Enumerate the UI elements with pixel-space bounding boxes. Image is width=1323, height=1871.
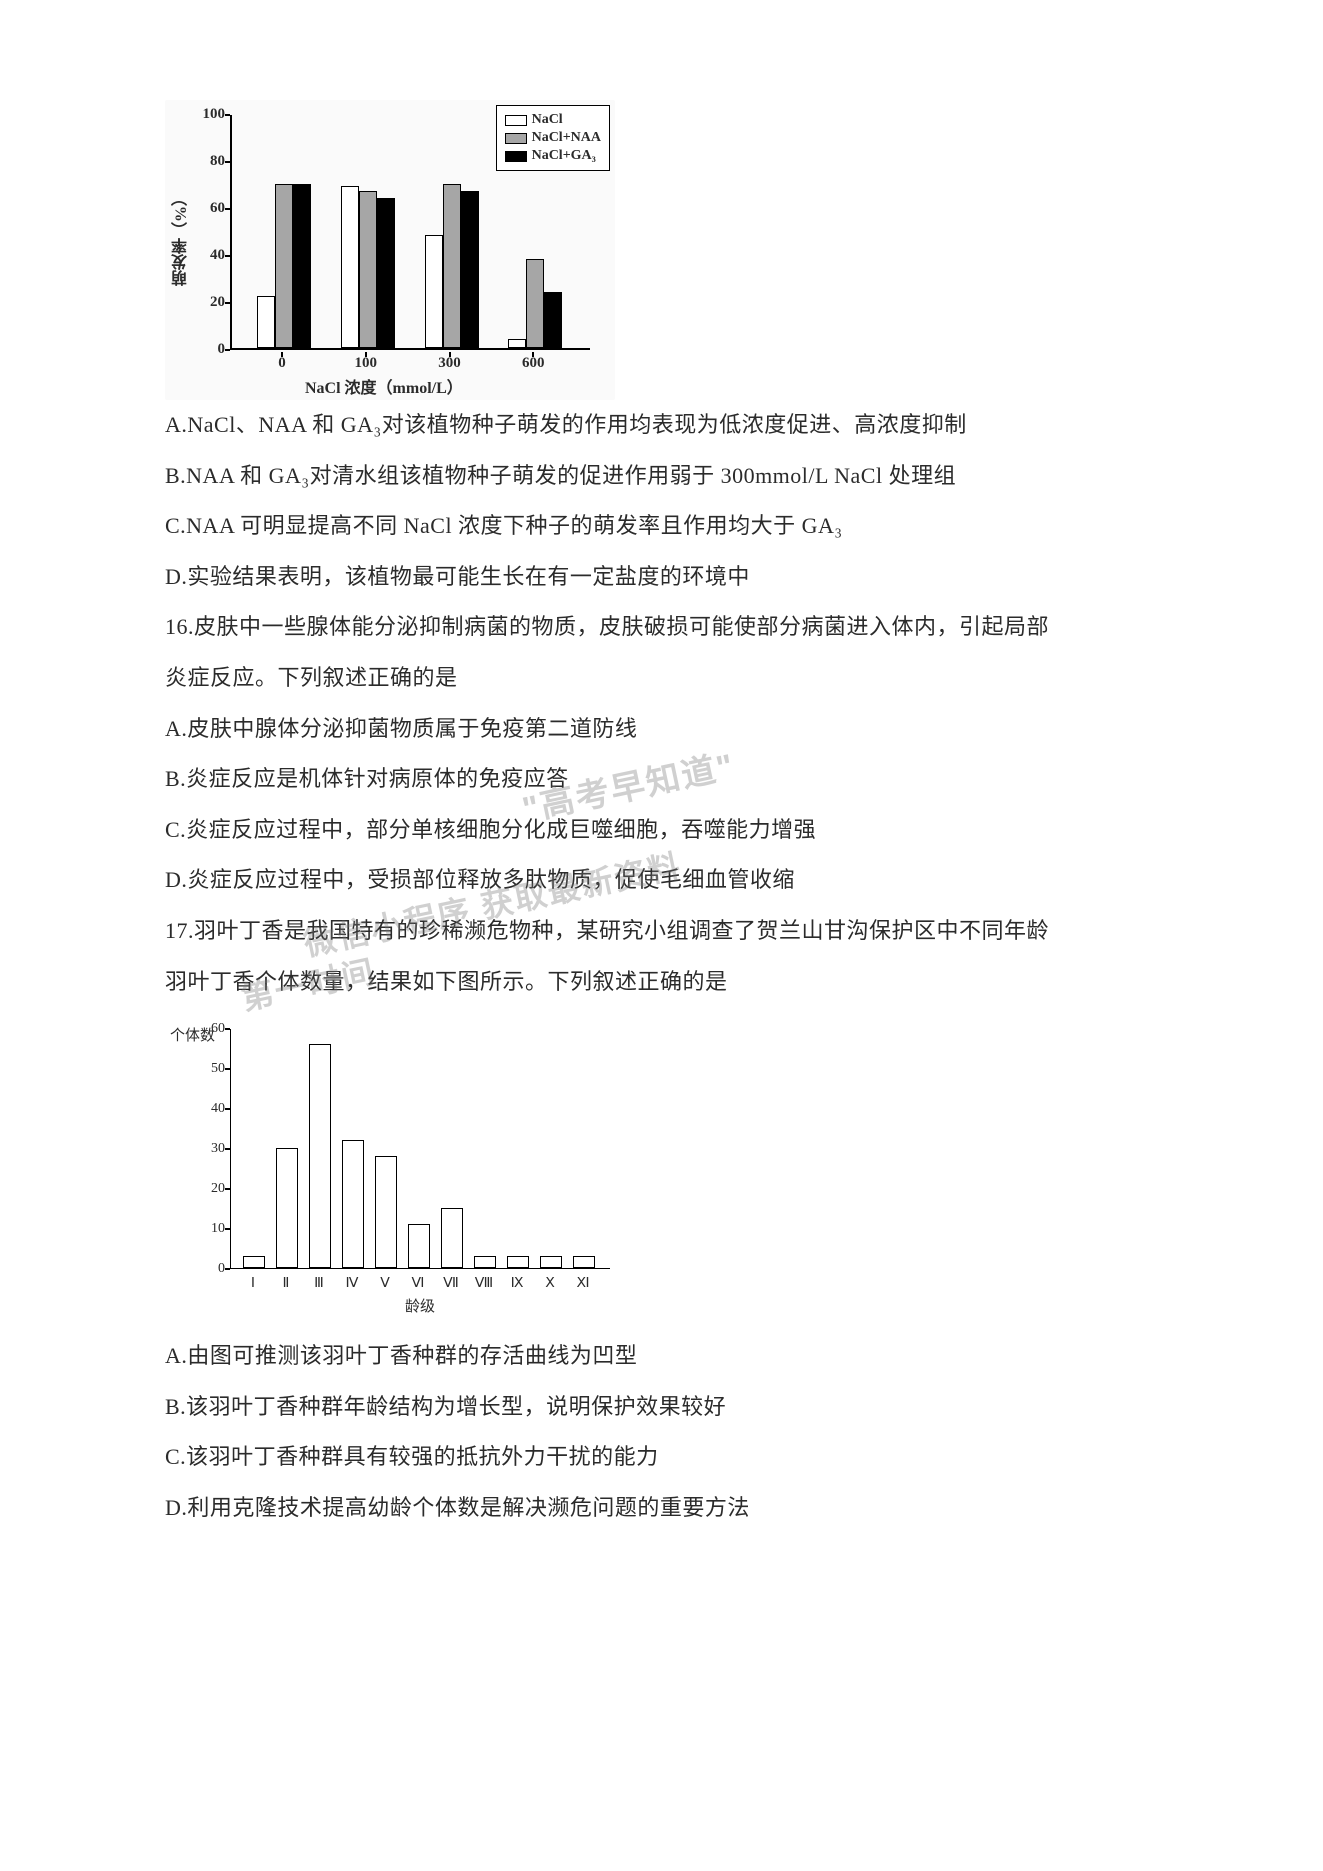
chart1-ytick: 40 <box>200 247 225 264</box>
chart2-xtick: Ⅳ <box>346 1275 359 1292</box>
chart1-bar <box>275 184 293 349</box>
chart2-xtick: Ⅹ <box>545 1275 555 1292</box>
chart2-bar <box>408 1224 430 1268</box>
q17-option-d: D.利用克隆技术提高幼龄个体数是解决濒危问题的重要方法 <box>165 1483 1158 1534</box>
chart2-bar <box>573 1256 595 1268</box>
chart2-bar <box>243 1256 265 1268</box>
question-16: 16.皮肤中一些腺体能分泌抑制病菌的物质，皮肤破损可能使部分病菌进入体内，引起局… <box>165 602 1158 906</box>
chart1-legend-row: NaCl+NAA <box>505 130 601 146</box>
chart1-ytick: 60 <box>200 200 225 217</box>
chart2-bar <box>342 1140 364 1268</box>
chart2-ytick: 20 <box>200 1181 225 1197</box>
chart1-bar <box>425 235 443 348</box>
chart2-bar <box>375 1156 397 1268</box>
legend-swatch <box>505 151 527 162</box>
chart1-ytick: 80 <box>200 153 225 170</box>
chart1-bar <box>544 292 562 348</box>
chart2-xtick: Ⅶ <box>443 1275 459 1292</box>
question-17-options: A.由图可推测该羽叶丁香种群的存活曲线为凹型 B.该羽叶丁香种群年龄结构为增长型… <box>165 1331 1158 1533</box>
chart1-ylabel: 萌发率（%） <box>170 190 194 286</box>
chart1-legend: NaCl NaCl+NAA NaCl+GA₃ <box>496 105 610 171</box>
chart1-xtick: 600 <box>522 355 545 372</box>
chart2-xtick: Ⅱ <box>283 1275 290 1292</box>
chart2-ytick: 60 <box>200 1021 225 1037</box>
chart1-xtick: 100 <box>355 355 378 372</box>
chart2-xtick: Ⅰ <box>251 1275 255 1292</box>
chart1-legend-row: NaCl+GA₃ <box>505 148 601 164</box>
chart1-ytick: 100 <box>200 106 225 123</box>
chart1-bar <box>526 259 544 348</box>
germination-rate-chart: 萌发率（%） NaCl 浓度（mmol/L） NaCl NaCl+NAA NaCl+… <box>165 100 615 400</box>
chart2-xtick: Ⅺ <box>576 1275 589 1292</box>
legend-swatch <box>505 133 527 144</box>
chart2-bar <box>441 1208 463 1268</box>
legend-swatch <box>505 115 527 126</box>
q15-option-d: D.实验结果表明，该植物最可能生长在有一定盐度的环境中 <box>165 552 1158 603</box>
question-17-stem: 17.羽叶丁香是我国特有的珍稀濒危物种，某研究小组调查了贺兰山甘沟保护区中不同年… <box>165 906 1158 1007</box>
chart1-xlabel: NaCl 浓度（mmol/L） <box>305 374 463 398</box>
chart2-bar <box>540 1256 562 1268</box>
chart1-bar <box>508 339 526 348</box>
chart2-plot-area <box>230 1029 610 1269</box>
q16-stem-2: 炎症反应。下列叙述正确的是 <box>165 653 1158 704</box>
q17-stem-2: 羽叶丁香个体数量，结果如下图所示。下列叙述正确的是 <box>165 957 1158 1008</box>
chart1-bar <box>377 198 395 348</box>
chart1-bar <box>359 191 377 348</box>
chart1-bar <box>341 186 359 348</box>
chart2-ytick: 30 <box>200 1141 225 1157</box>
chart1-xtick: 0 <box>278 355 286 372</box>
q17-option-a: A.由图可推测该羽叶丁香种群的存活曲线为凹型 <box>165 1331 1158 1382</box>
chart2-xtick: Ⅲ <box>314 1275 324 1292</box>
chart1-xtick: 300 <box>438 355 461 372</box>
chart1-bar <box>293 184 311 349</box>
chart2-ytick: 40 <box>200 1101 225 1117</box>
q16-stem-1: 16.皮肤中一些腺体能分泌抑制病菌的物质，皮肤破损可能使部分病菌进入体内，引起局… <box>165 602 1158 653</box>
q17-stem-1: 17.羽叶丁香是我国特有的珍稀濒危物种，某研究小组调查了贺兰山甘沟保护区中不同年… <box>165 906 1158 957</box>
chart2-xtick: Ⅷ <box>475 1275 493 1292</box>
legend-label: NaCl <box>532 112 563 128</box>
chart2-bar <box>507 1256 529 1268</box>
q16-option-b: B.炎症反应是机体针对病原体的免疫应答 <box>165 754 1158 805</box>
chart1-bar <box>443 184 461 349</box>
q16-option-a: A.皮肤中腺体分泌抑菌物质属于免疫第二道防线 <box>165 704 1158 755</box>
individual-count-chart: 个体数 龄级 0102030405060ⅠⅡⅢⅣⅤⅥⅦⅧⅨⅩⅪ <box>165 1019 625 1319</box>
chart2-bar <box>276 1148 298 1268</box>
chart2-ytick: 0 <box>200 1261 225 1277</box>
legend-label: NaCl+NAA <box>532 130 601 146</box>
q16-option-c: C.炎症反应过程中，部分单核细胞分化成巨噬细胞，吞噬能力增强 <box>165 805 1158 856</box>
q17-option-b: B.该羽叶丁香种群年龄结构为增长型，说明保护效果较好 <box>165 1382 1158 1433</box>
question-15-options: A.NaCl、NAA 和 GA₃对该植物种子萌发的作用均表现为低浓度促进、高浓度… <box>165 400 1158 602</box>
chart2-bar <box>474 1256 496 1268</box>
chart1-ytick: 20 <box>200 294 225 311</box>
chart2-xlabel: 龄级 <box>405 1295 435 1316</box>
chart2-ytick: 50 <box>200 1061 225 1077</box>
q15-option-a: A.NaCl、NAA 和 GA₃对该植物种子萌发的作用均表现为低浓度促进、高浓度… <box>165 400 1158 451</box>
chart1-bar <box>461 191 479 348</box>
q16-option-d: D.炎症反应过程中，受损部位释放多肽物质，促使毛细血管收缩 <box>165 855 1158 906</box>
chart2-xtick: Ⅴ <box>380 1275 390 1292</box>
chart2-xtick: Ⅸ <box>511 1275 524 1292</box>
chart2-bar <box>309 1044 331 1268</box>
chart1-legend-row: NaCl <box>505 112 601 128</box>
chart2-xtick: Ⅵ <box>412 1275 425 1292</box>
q15-option-b: B.NAA 和 GA₃对清水组该植物种子萌发的促进作用弱于 300mmol/L … <box>165 451 1158 502</box>
q17-option-c: C.该羽叶丁香种群具有较强的抵抗外力干扰的能力 <box>165 1432 1158 1483</box>
chart2-ytick: 10 <box>200 1221 225 1237</box>
legend-label: NaCl+GA₃ <box>532 148 596 164</box>
chart1-bar <box>257 296 275 348</box>
q15-option-c: C.NAA 可明显提高不同 NaCl 浓度下种子的萌发率且作用均大于 GA₃ <box>165 501 1158 552</box>
chart1-ytick: 0 <box>200 341 225 358</box>
